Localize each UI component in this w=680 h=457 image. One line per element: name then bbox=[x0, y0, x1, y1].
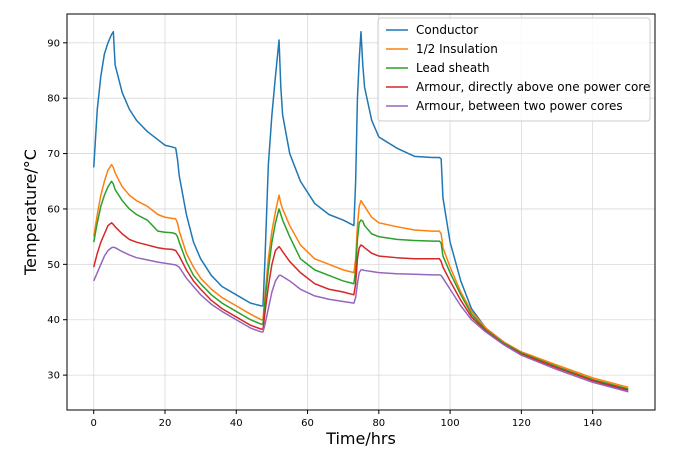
legend-label: Armour, between two power cores bbox=[416, 99, 623, 113]
series-line bbox=[93, 222, 629, 391]
legend-label: Conductor bbox=[416, 23, 478, 37]
series-line bbox=[92, 180, 629, 390]
legend-label: Armour, directly above one power core bbox=[416, 80, 650, 94]
legend: Conductor 1/2 Insulation Lead sheath Armour… bbox=[377, 17, 651, 122]
legend-box bbox=[377, 17, 651, 122]
x-tick-label: 60 bbox=[301, 418, 314, 429]
y-tick-label: 30 bbox=[47, 371, 60, 382]
x-tick-label: 100 bbox=[441, 418, 460, 429]
x-tick-label: 20 bbox=[159, 418, 172, 429]
series-line bbox=[93, 246, 629, 393]
y-tick-label: 90 bbox=[47, 38, 60, 49]
y-tick-label: 40 bbox=[47, 315, 60, 326]
x-tick-label: 140 bbox=[583, 418, 602, 429]
series-line bbox=[92, 30, 629, 393]
x-tick-label: 120 bbox=[512, 418, 531, 429]
plot-frame bbox=[66, 13, 656, 411]
x-tick-label: 80 bbox=[372, 418, 385, 429]
x-axis-label: Time/hrs bbox=[325, 429, 396, 448]
series-line bbox=[92, 163, 629, 389]
y-tick-label: 60 bbox=[47, 204, 60, 215]
y-tick-label: 80 bbox=[47, 94, 60, 105]
x-tick-label: 40 bbox=[230, 418, 243, 429]
y-axis-label: Temperature/°C bbox=[21, 149, 40, 276]
y-tick-label: 70 bbox=[47, 149, 60, 160]
x-tick-label: 0 bbox=[91, 418, 97, 429]
legend-label: 1/2 Insulation bbox=[416, 42, 498, 56]
y-tick-label: 50 bbox=[47, 260, 60, 271]
legend-label: Lead sheath bbox=[416, 61, 490, 75]
